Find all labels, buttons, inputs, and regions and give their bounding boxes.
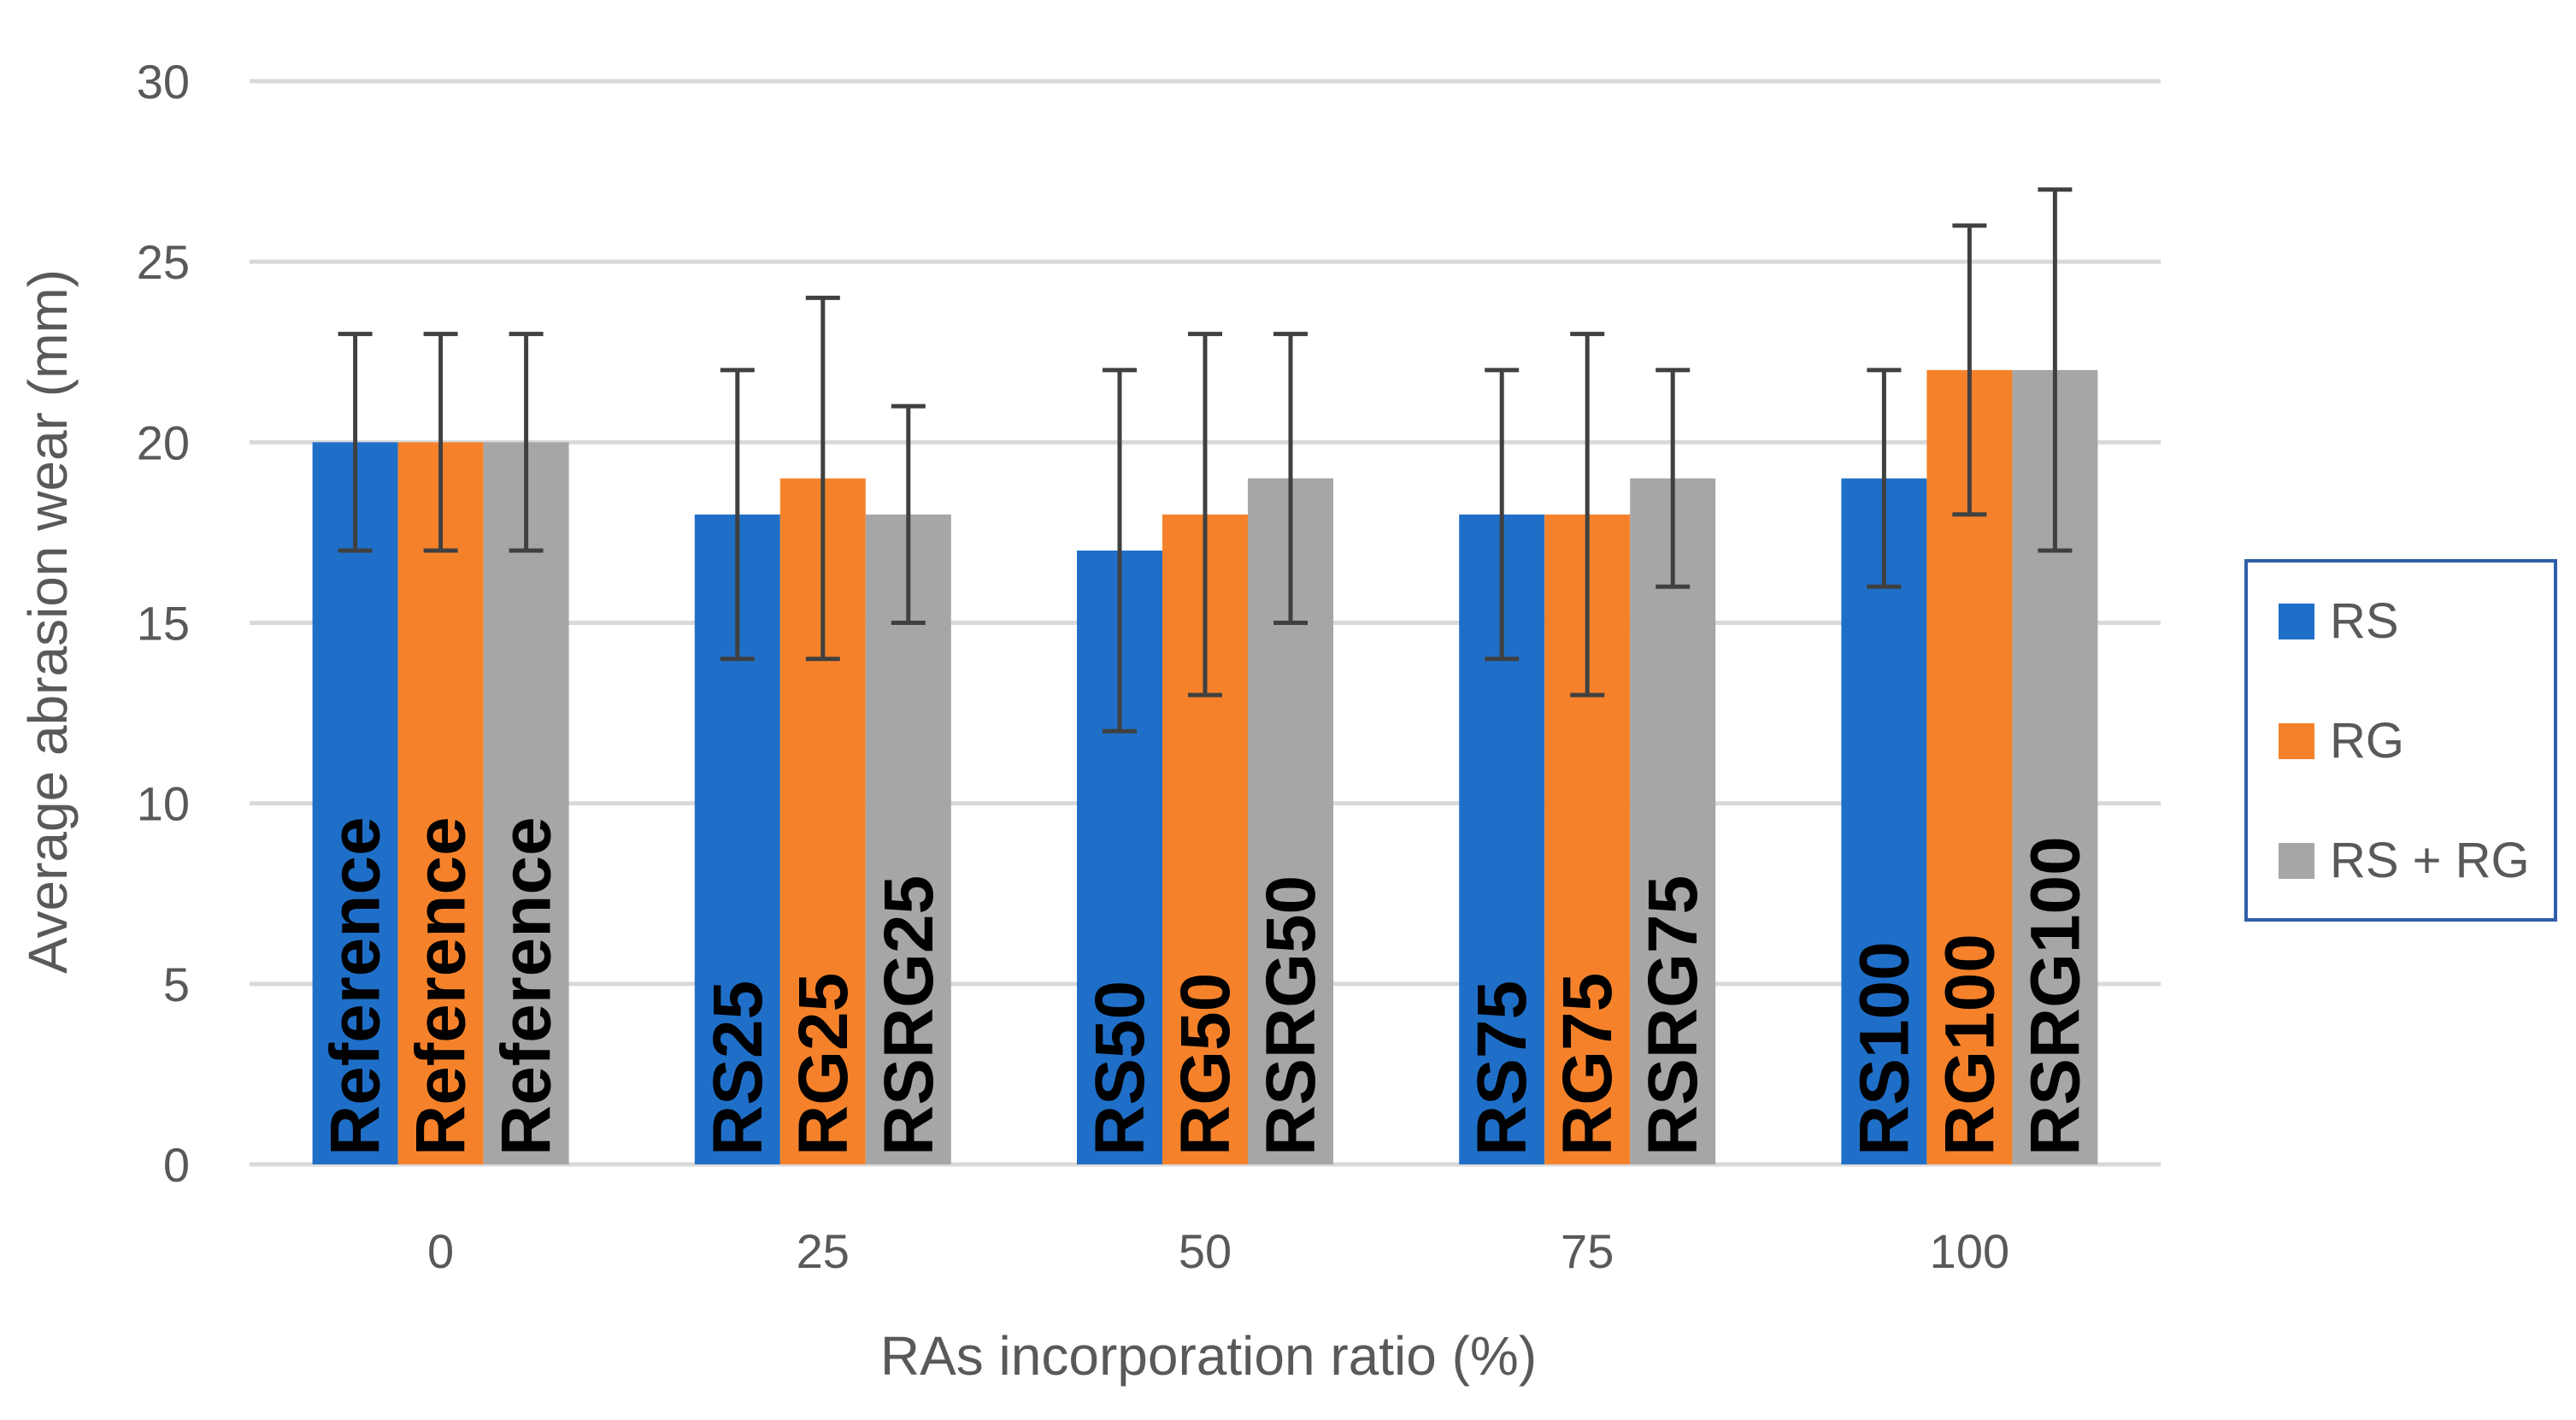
bar-label: RSRG100 bbox=[2016, 836, 2094, 1156]
bar-label: RSRG75 bbox=[1634, 875, 1712, 1156]
y-tick-label: 0 bbox=[163, 1138, 190, 1192]
error-bar bbox=[2038, 187, 2073, 553]
error-bar bbox=[423, 332, 458, 553]
legend-item: RS bbox=[2279, 593, 2399, 649]
bar-label: Reference bbox=[488, 816, 566, 1156]
legend: RS RG RS + RG bbox=[2244, 559, 2557, 922]
y-tick-label: 5 bbox=[163, 957, 190, 1011]
y-axis-ticks: 0 5 10 15 20 25 30 bbox=[137, 55, 190, 1192]
bars bbox=[312, 369, 2098, 1164]
legend-swatch bbox=[2279, 723, 2314, 759]
error-bar bbox=[1103, 368, 1137, 734]
error-bar bbox=[1188, 332, 1222, 698]
x-tick-label: 50 bbox=[1179, 1224, 1232, 1278]
error-bar bbox=[1867, 368, 1902, 589]
bar-label: RSRG25 bbox=[870, 875, 948, 1156]
bar-label: RS75 bbox=[1463, 981, 1541, 1156]
y-tick-label: 30 bbox=[137, 55, 190, 109]
y-axis-title: Average abrasion wear (mm) bbox=[17, 269, 79, 974]
error-bar bbox=[1656, 368, 1691, 589]
bar-label: Reference bbox=[403, 816, 480, 1156]
legend-label: RG bbox=[2330, 713, 2404, 769]
error-bar bbox=[1952, 223, 1987, 517]
bar-labels: Reference Reference Reference RS25 RG25 RSRG2… bbox=[317, 816, 2095, 1156]
x-tick-label: 0 bbox=[427, 1224, 454, 1278]
legend-item: RS + RG bbox=[2279, 833, 2530, 888]
bar bbox=[312, 442, 398, 1164]
error-bar bbox=[338, 332, 373, 553]
x-tick-label: 25 bbox=[797, 1224, 850, 1278]
error-bar bbox=[720, 368, 755, 662]
y-tick-label: 25 bbox=[137, 235, 190, 289]
error-bar bbox=[1485, 368, 1520, 662]
y-tick-label: 20 bbox=[137, 415, 190, 469]
bar-label: RSRG50 bbox=[1252, 875, 1330, 1156]
x-tick-label: 100 bbox=[1930, 1224, 2009, 1278]
legend-swatch bbox=[2279, 604, 2314, 639]
x-tick-label: 75 bbox=[1561, 1224, 1614, 1278]
bar bbox=[1841, 478, 1927, 1164]
legend-label: RS bbox=[2330, 593, 2399, 649]
x-axis-ticks: 0 25 50 75 100 bbox=[427, 1224, 2009, 1278]
bar-label: RG75 bbox=[1549, 973, 1626, 1156]
error-bar bbox=[891, 404, 926, 625]
y-tick-label: 15 bbox=[137, 597, 190, 651]
bar bbox=[397, 442, 484, 1164]
error-bar bbox=[1273, 332, 1308, 625]
bar-label: RG50 bbox=[1167, 973, 1244, 1156]
bar bbox=[483, 442, 569, 1164]
bar-label: RS100 bbox=[1845, 941, 1923, 1156]
x-axis-title: RAs incorporation ratio (%) bbox=[880, 1325, 1537, 1387]
error-bar bbox=[805, 295, 840, 662]
error-bar bbox=[1570, 332, 1605, 698]
bar-label: RG100 bbox=[1931, 934, 2008, 1156]
bar-label: RS50 bbox=[1081, 981, 1159, 1156]
y-tick-label: 10 bbox=[137, 777, 190, 831]
legend-item: RG bbox=[2279, 713, 2404, 769]
bar-label: RS25 bbox=[699, 981, 777, 1156]
error-bar bbox=[509, 332, 544, 553]
legend-label: RS + RG bbox=[2330, 833, 2530, 888]
bar-label: Reference bbox=[317, 816, 395, 1156]
bar bbox=[1630, 478, 1716, 1164]
error-bars bbox=[338, 187, 2073, 734]
legend-swatch bbox=[2279, 843, 2314, 879]
bar-label: RG25 bbox=[785, 973, 862, 1156]
